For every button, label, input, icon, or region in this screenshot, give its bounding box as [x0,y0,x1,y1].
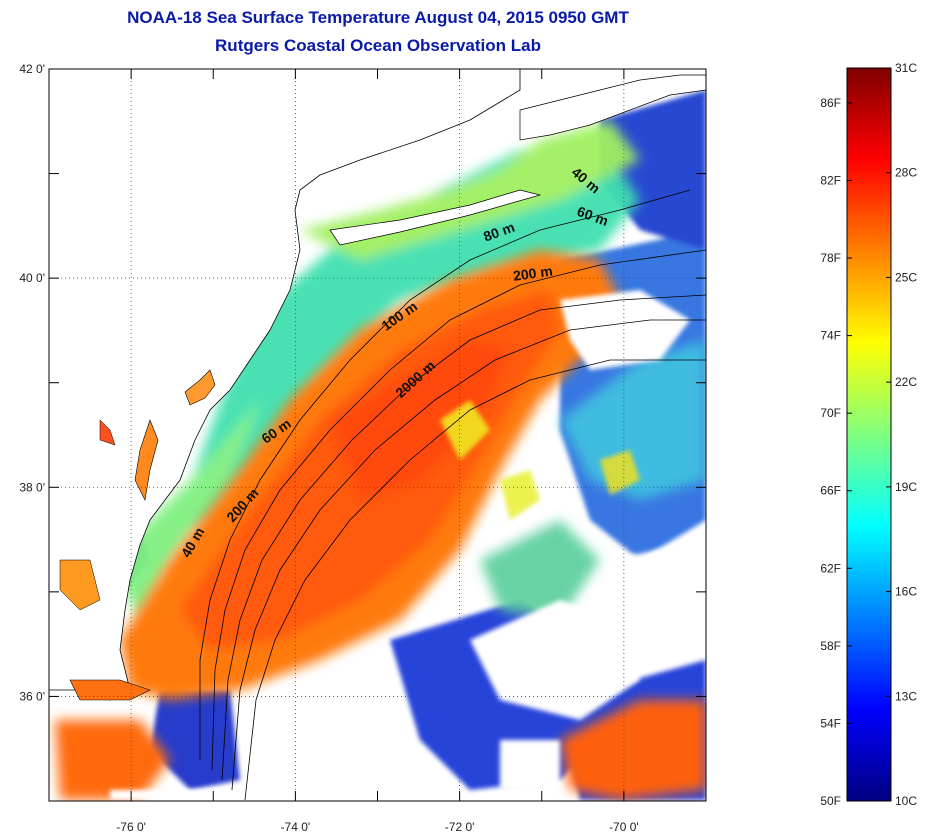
colorbar-label-c: 10C [895,794,917,808]
x-axis: -76 0' -74 0' -72 0' -70 0' [48,69,707,832]
colorbar-label-c: 22C [895,375,917,389]
colorbar-label-f: 58F [820,639,841,653]
x-tick-label: -72 0' [445,820,475,832]
land-mass [49,69,521,701]
x-tick-label: -76 0' [116,820,146,832]
colorbar-label-c: 28C [895,166,917,180]
colorbar-label-f: 62F [820,561,841,575]
colorbar-label-f: 74F [820,329,841,343]
y-tick-label: 38 0' [19,480,45,494]
colorbar-label-f: 86F [820,96,841,110]
chart-title: NOAA-18 Sea Surface Temperature August 0… [127,8,629,27]
colorbar-label-f: 78F [820,251,841,265]
y-tick-label: 36 0' [19,689,45,703]
y-tick-label: 42 0' [19,62,45,76]
x-tick-label: -74 0' [281,820,311,832]
bathymetry-contours [199,189,706,801]
map-grid [49,69,706,801]
y-axis: 42 0' 40 0' 38 0' 36 0' [19,62,706,802]
sst-field [49,69,706,801]
y-tick-label: 40 0' [19,271,45,285]
colorbar [846,67,892,802]
colorbar-label-f: 70F [820,406,841,420]
colorbar-label-c: 19C [895,480,917,494]
colorbar-label-f: 50F [820,794,841,808]
colorbar-label-c: 16C [895,585,917,599]
chart-subtitle: Rutgers Coastal Ocean Observation Lab [215,36,541,55]
colorbar-label-f: 54F [820,716,841,730]
contour-label: 200 m [512,263,554,284]
colorbar-label-c: 13C [895,689,917,703]
colorbar-fahrenheit-labels: 86F 82F 78F 74F 70F 66F 62F 58F 54F 50F [820,96,852,808]
x-tick-label: -70 0' [609,820,639,832]
colorbar-label-c: 31C [895,61,917,75]
colorbar-celsius-labels: 31C 28C 25C 22C 19C 16C 13C 10C [886,61,917,808]
colorbar-label-c: 25C [895,270,917,284]
colorbar-label-f: 82F [820,173,841,187]
colorbar-label-f: 66F [820,484,841,498]
